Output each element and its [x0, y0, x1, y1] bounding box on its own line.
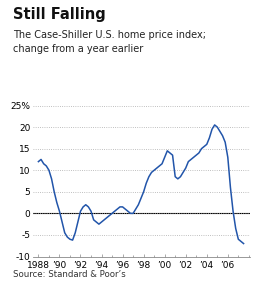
- Text: The Case-Shiller U.S. home price index;
change from a year earlier: The Case-Shiller U.S. home price index; …: [13, 30, 205, 54]
- Text: Still Falling: Still Falling: [13, 7, 105, 22]
- Text: Source: Standard & Poor’s: Source: Standard & Poor’s: [13, 270, 125, 279]
